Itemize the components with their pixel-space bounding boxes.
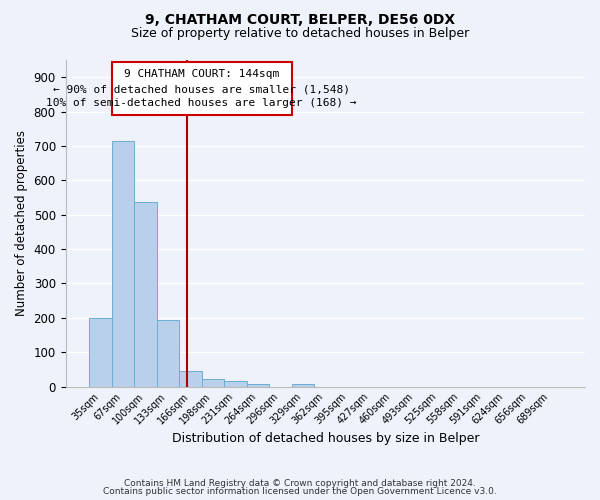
Text: 10% of semi-detached houses are larger (168) →: 10% of semi-detached houses are larger (…: [46, 98, 357, 108]
Text: Size of property relative to detached houses in Belper: Size of property relative to detached ho…: [131, 28, 469, 40]
Text: 9, CHATHAM COURT, BELPER, DE56 0DX: 9, CHATHAM COURT, BELPER, DE56 0DX: [145, 12, 455, 26]
Bar: [157, 320, 179, 386]
Text: ← 90% of detached houses are smaller (1,548): ← 90% of detached houses are smaller (1,…: [53, 84, 350, 94]
Bar: [134, 202, 157, 386]
X-axis label: Distribution of detached houses by size in Belper: Distribution of detached houses by size …: [172, 432, 479, 445]
Bar: [89, 318, 112, 386]
Text: Contains public sector information licensed under the Open Government Licence v3: Contains public sector information licen…: [103, 487, 497, 496]
Bar: [247, 384, 269, 386]
Bar: [112, 62, 292, 115]
Bar: [179, 371, 202, 386]
Bar: [292, 384, 314, 386]
Bar: [202, 379, 224, 386]
Bar: [224, 382, 247, 386]
Text: Contains HM Land Registry data © Crown copyright and database right 2024.: Contains HM Land Registry data © Crown c…: [124, 478, 476, 488]
Bar: [112, 141, 134, 386]
Y-axis label: Number of detached properties: Number of detached properties: [15, 130, 28, 316]
Text: 9 CHATHAM COURT: 144sqm: 9 CHATHAM COURT: 144sqm: [124, 68, 279, 78]
